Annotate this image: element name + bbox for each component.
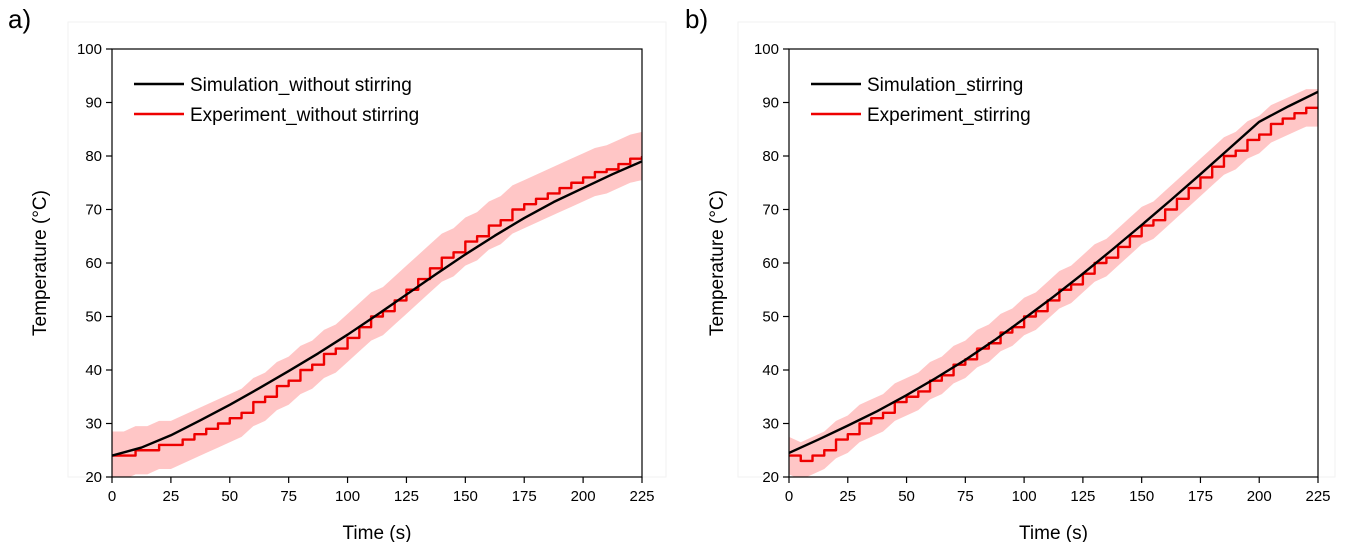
x-tick-label: 100 bbox=[335, 488, 360, 505]
y-tick-label: 70 bbox=[762, 202, 779, 219]
chart-panel-a: a) 0 25 50 75 100 125 150 175 200 225 20 30 40 50 60 70… bbox=[8, 4, 667, 542]
y-tick-label: 50 bbox=[85, 309, 102, 326]
chart-svg: 0 25 50 75 100 125 150 175 200 225 20 30 40 50 60 70 80 9… bbox=[30, 21, 667, 542]
y-tick-label: 30 bbox=[762, 416, 779, 433]
plot-area bbox=[112, 131, 642, 477]
y-tick-label: 20 bbox=[85, 469, 102, 486]
x-tick-label: 150 bbox=[1129, 488, 1154, 505]
x-tick-label: 200 bbox=[571, 488, 596, 505]
x-tick-label: 175 bbox=[512, 488, 537, 505]
error-band bbox=[112, 131, 642, 477]
simulation-line bbox=[112, 160, 642, 457]
x-tick-label: 25 bbox=[839, 488, 856, 505]
panel-label: a) bbox=[8, 4, 32, 34]
x-tick-label: 225 bbox=[1305, 488, 1330, 505]
legend-label: Simulation_without stirring bbox=[190, 75, 412, 96]
outer-frame bbox=[737, 21, 1336, 478]
x-axis-title: Time (s) bbox=[1019, 523, 1088, 542]
y-tick-label: 60 bbox=[762, 255, 779, 272]
y-tick-label: 30 bbox=[85, 416, 102, 433]
x-axis-title: Time (s) bbox=[343, 523, 412, 542]
x-tick-label: 75 bbox=[280, 488, 297, 505]
plot-area bbox=[789, 89, 1318, 477]
x-tick-label: 150 bbox=[453, 488, 478, 505]
y-axis-title: Temperature (°C) bbox=[707, 190, 728, 336]
x-tick-label: 75 bbox=[957, 488, 974, 505]
x-tick-label: 125 bbox=[1070, 488, 1095, 505]
y-tick-label: 100 bbox=[754, 41, 779, 58]
x-tick-label: 0 bbox=[108, 488, 116, 505]
chart-svg: 0 25 50 75 100 125 150 175 200 225 20 30 40 50 60 70 80 9… bbox=[707, 21, 1336, 542]
simulation-line bbox=[789, 90, 1318, 455]
y-tick-label: 70 bbox=[85, 202, 102, 219]
x-tick-label: 175 bbox=[1188, 488, 1213, 505]
y-axis-title: Temperature (°C) bbox=[30, 190, 51, 336]
x-tick-label: 225 bbox=[629, 488, 654, 505]
panel-label: b) bbox=[685, 4, 709, 34]
y-tick-label: 20 bbox=[762, 469, 779, 486]
x-tick-label: 50 bbox=[898, 488, 915, 505]
y-tick-label: 40 bbox=[762, 362, 779, 379]
x-tick-label: 25 bbox=[163, 488, 180, 505]
x-tick-label: 0 bbox=[785, 488, 793, 505]
x-tick-label: 50 bbox=[221, 488, 238, 505]
y-tick-label: 50 bbox=[762, 309, 779, 326]
experiment-line bbox=[112, 156, 642, 457]
legend-label: Experiment_without stirring bbox=[190, 105, 419, 126]
error-band bbox=[789, 89, 1318, 477]
y-tick-label: 80 bbox=[85, 148, 102, 165]
x-tick-label: 200 bbox=[1247, 488, 1272, 505]
legend-label: Experiment_stirring bbox=[867, 105, 1031, 126]
x-tick-label: 125 bbox=[394, 488, 419, 505]
y-tick-label: 100 bbox=[77, 41, 102, 58]
y-tick-label: 40 bbox=[85, 362, 102, 379]
chart-panel-b: b) 0 25 50 75 100 125 150 175 200 225 20 30 40 50 60 70… bbox=[675, 0, 1349, 542]
y-tick-label: 90 bbox=[762, 95, 779, 112]
legend-label: Simulation_stirring bbox=[867, 75, 1023, 96]
y-tick-label: 60 bbox=[85, 255, 102, 272]
experiment-line bbox=[789, 106, 1318, 463]
x-tick-label: 100 bbox=[1012, 488, 1037, 505]
y-tick-label: 90 bbox=[85, 95, 102, 112]
y-tick-label: 80 bbox=[762, 148, 779, 165]
